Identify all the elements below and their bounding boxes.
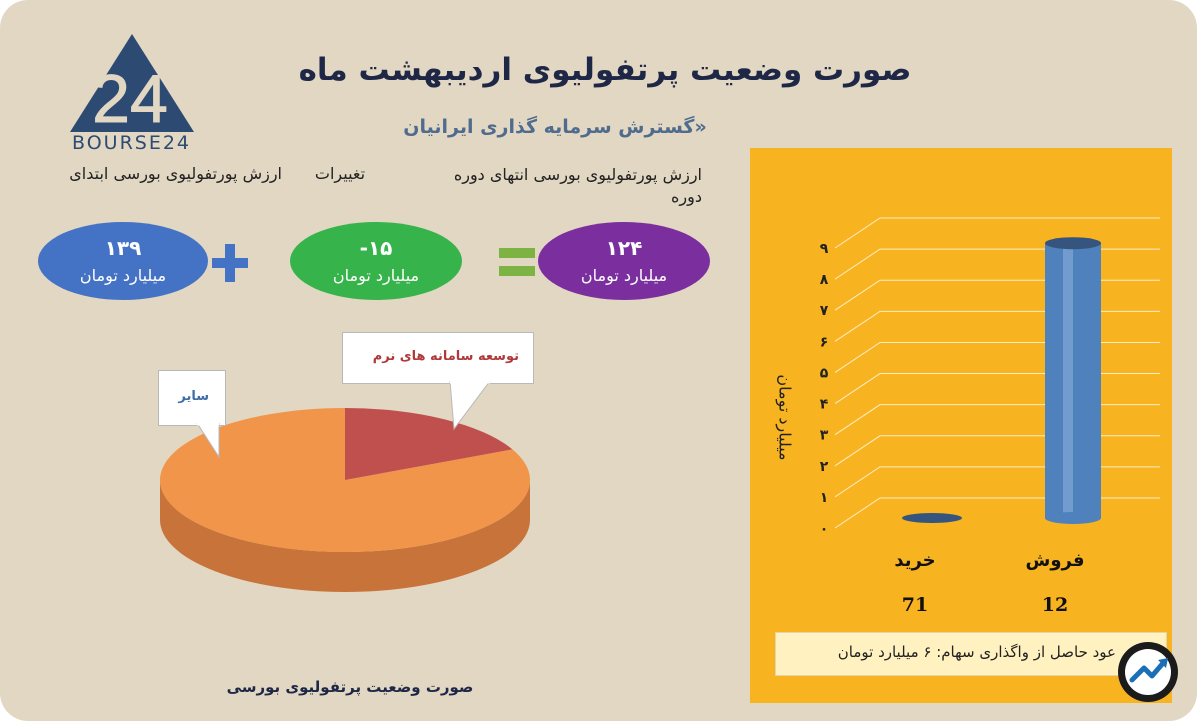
- grid-line: [834, 435, 1160, 467]
- bar-chart-panel: [750, 148, 1172, 703]
- bar-chart: ۰ ۱ ۲ ۳ ۴ ۵ ۶ ۷ ۸ ۹: [820, 217, 1160, 537]
- callout-other: سایر: [158, 370, 226, 426]
- y-tick-label: ۲: [820, 459, 829, 475]
- pie-caption: صورت وضعیت پرتفولیوی بورسی: [226, 678, 474, 696]
- page-subtitle: «گسترش سرمایه گذاری ایرانیان: [403, 116, 707, 138]
- bar-chart-ylabel: میلیارد تومان: [775, 374, 795, 461]
- initial-unit: میلیارد تومان: [79, 266, 167, 285]
- grid-line: [834, 373, 1160, 404]
- final-heading: ارزش پورتفولیوی بورسی انتهای دوره دوره: [453, 165, 702, 206]
- logo-triangle-icon: 24: [70, 34, 194, 138]
- grid-line: [834, 497, 1160, 529]
- grid-line: [834, 310, 1160, 342]
- category-label-sell: فروش: [1025, 550, 1085, 571]
- callout-software-pointer: [449, 381, 491, 431]
- note-box: عود حاصل از واگذاری سهام: ۶ میلیارد توما…: [775, 632, 1167, 676]
- bar-chart-yticks: ۰ ۱ ۲ ۳ ۴ ۵ ۶ ۷ ۸ ۹: [820, 241, 829, 537]
- y-tick-label: ۶: [820, 334, 829, 350]
- initial-heading: ارزش پورتفولیوی بورسی ابتدای: [69, 164, 282, 183]
- callout-other-label: سایر: [178, 389, 209, 404]
- change-value-oval: -۱۵ میلیارد تومان: [290, 222, 462, 300]
- final-value: ۱۲۴: [605, 236, 643, 260]
- category-value-buy: 71: [901, 594, 929, 616]
- y-tick-label: ۷: [820, 303, 829, 319]
- bar-top-1: [1045, 237, 1101, 250]
- bar-chart-bars: [902, 237, 1101, 524]
- callout-software: توسعه سامانه های نرم: [342, 332, 534, 384]
- y-tick-label: ۱: [820, 490, 829, 506]
- grid-line: [834, 466, 1160, 498]
- callout-other-pointer: [196, 423, 220, 459]
- final-unit: میلیارد تومان: [580, 266, 668, 285]
- y-tick-label: ۴: [820, 397, 829, 413]
- y-tick-label: ۵: [820, 365, 829, 381]
- pie-slice-other: [159, 408, 530, 552]
- grid-line: [834, 217, 1160, 249]
- bar-0: [902, 513, 962, 523]
- plus-icon: [212, 244, 248, 282]
- trend-badge-icon: [1118, 642, 1178, 702]
- equals-icon: [499, 248, 535, 276]
- initial-value-oval: ۱۳۹ میلیارد تومان: [38, 222, 208, 300]
- grid-line: [834, 248, 1160, 280]
- callout-software-label: توسعه سامانه های نرم: [372, 349, 519, 364]
- bar-base-1: [1045, 512, 1101, 524]
- y-tick-label: ۸: [820, 272, 829, 288]
- pie-chart: [159, 408, 530, 592]
- initial-value: ۱۳۹: [104, 236, 142, 260]
- grid-line: [834, 404, 1160, 436]
- logo-mark: 24: [92, 61, 168, 137]
- change-value: -۱۵: [359, 236, 393, 260]
- pie-side: [160, 480, 530, 592]
- logo-text: BOURSE24: [72, 132, 192, 154]
- y-tick-label: ۰: [820, 521, 829, 537]
- page-title: صورت وضعیت پرتفولیوی اردیبهشت ماه: [298, 52, 912, 88]
- note-text: عود حاصل از واگذاری سهام: ۶ میلیارد توما…: [837, 643, 1116, 661]
- change-unit: میلیارد تومان: [332, 266, 420, 285]
- pie-slice-software: [345, 408, 513, 480]
- final-value-oval: ۱۲۴ میلیارد تومان: [538, 222, 710, 300]
- category-value-sell: 12: [1041, 594, 1069, 616]
- bar-highlight-1: [1063, 243, 1073, 518]
- y-tick-label: ۳: [820, 428, 829, 444]
- category-label-buy: خرید: [894, 550, 936, 571]
- grid-line: [834, 341, 1160, 373]
- bar-chart-grid: [834, 217, 1160, 529]
- y-tick-label: ۹: [820, 241, 829, 257]
- grid-line: [834, 279, 1160, 311]
- change-heading: تغییرات: [314, 164, 366, 183]
